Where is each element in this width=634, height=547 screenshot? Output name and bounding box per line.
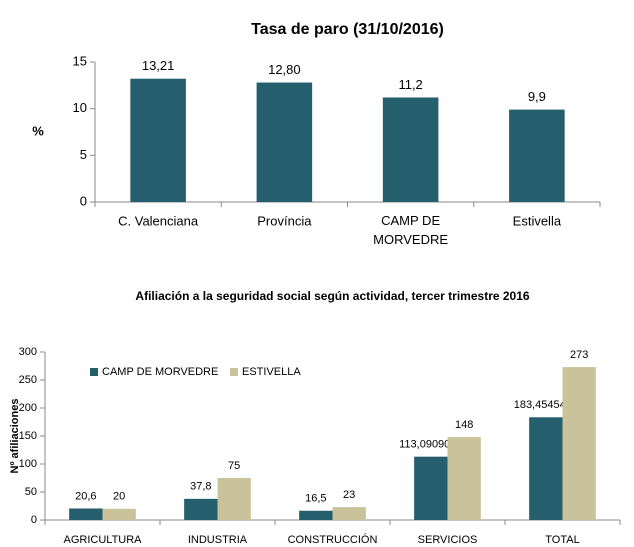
- bar: [414, 456, 448, 520]
- y-tick-label: 200: [19, 402, 37, 414]
- value-label: 183,4545455: [514, 399, 578, 411]
- value-label: 75: [228, 460, 240, 472]
- bar: [217, 478, 251, 520]
- value-label: 16,5: [305, 493, 326, 505]
- bar: [447, 437, 481, 520]
- x-tick-label: AGRICULTURA: [63, 534, 142, 546]
- y-tick-label: 5: [80, 147, 87, 162]
- value-label: 13,21: [142, 58, 175, 73]
- bar: [130, 78, 186, 202]
- y-tick-label: 250: [19, 374, 37, 386]
- value-label: 113,0909091: [399, 439, 462, 451]
- bar: [509, 109, 565, 202]
- x-tick-label: Estivella: [513, 213, 562, 228]
- value-label: 37,8: [190, 481, 211, 493]
- bar: [69, 508, 103, 520]
- bar: [256, 82, 313, 202]
- y-tick-label: 0: [31, 514, 37, 526]
- legend-swatch: [90, 368, 98, 376]
- y-axis-label: %: [32, 123, 44, 138]
- bar: [529, 417, 563, 520]
- y-tick-label: 100: [19, 458, 37, 470]
- value-label: 12,80: [268, 62, 301, 77]
- y-tick-label: 10: [73, 100, 87, 115]
- y-tick-label: 15: [73, 53, 87, 68]
- value-label: 148: [455, 419, 473, 431]
- bar: [299, 510, 333, 520]
- value-label: 273: [570, 349, 588, 361]
- bar: [332, 507, 366, 520]
- y-tick-label: 300: [19, 346, 37, 358]
- x-tick-label: CAMP DE MORVEDRE: [373, 213, 448, 247]
- legend-label: CAMP DE MORVEDRE: [102, 366, 218, 378]
- y-tick-label: 50: [25, 486, 37, 498]
- y-tick-label: 150: [19, 430, 37, 442]
- x-tick-label: TOTAL: [545, 534, 579, 546]
- x-tick-label: INDUSTRIA: [188, 534, 248, 546]
- value-label: 20,6: [75, 490, 96, 502]
- value-label: 9,9: [528, 89, 546, 104]
- bar: [562, 367, 596, 520]
- y-axis-label: Nº afiliaciones: [9, 399, 21, 474]
- bar: [382, 97, 439, 202]
- x-tick-label: Província: [257, 213, 312, 228]
- bar: [184, 498, 218, 520]
- legend-label: ESTIVELLA: [242, 366, 301, 378]
- value-label: 23: [343, 489, 355, 501]
- x-tick-label: C. Valenciana: [118, 213, 199, 228]
- x-tick-label: CONSTRUCCIÓN: [288, 533, 378, 546]
- bar: [102, 508, 136, 520]
- value-label: 11,2: [398, 77, 422, 92]
- x-tick-label: SERVICIOS: [418, 534, 478, 546]
- legend-swatch: [230, 368, 238, 376]
- chart-title: Tasa de paro (31/10/2016): [251, 21, 444, 38]
- chart-title: Afiliación a la seguridad social según a…: [135, 289, 529, 303]
- y-tick-label: 0: [80, 193, 87, 208]
- value-label: 20: [113, 491, 125, 503]
